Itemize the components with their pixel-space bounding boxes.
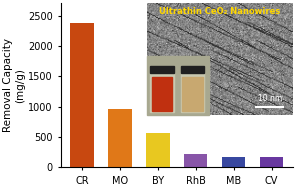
Bar (222, 157, 245, 167)
Bar (108, 109, 131, 167)
Y-axis label: Removal Capacity
(mg/g): Removal Capacity (mg/g) (4, 38, 25, 132)
Bar (70, 23, 94, 167)
Bar (146, 133, 170, 167)
Bar (260, 156, 283, 167)
Bar (184, 154, 207, 167)
